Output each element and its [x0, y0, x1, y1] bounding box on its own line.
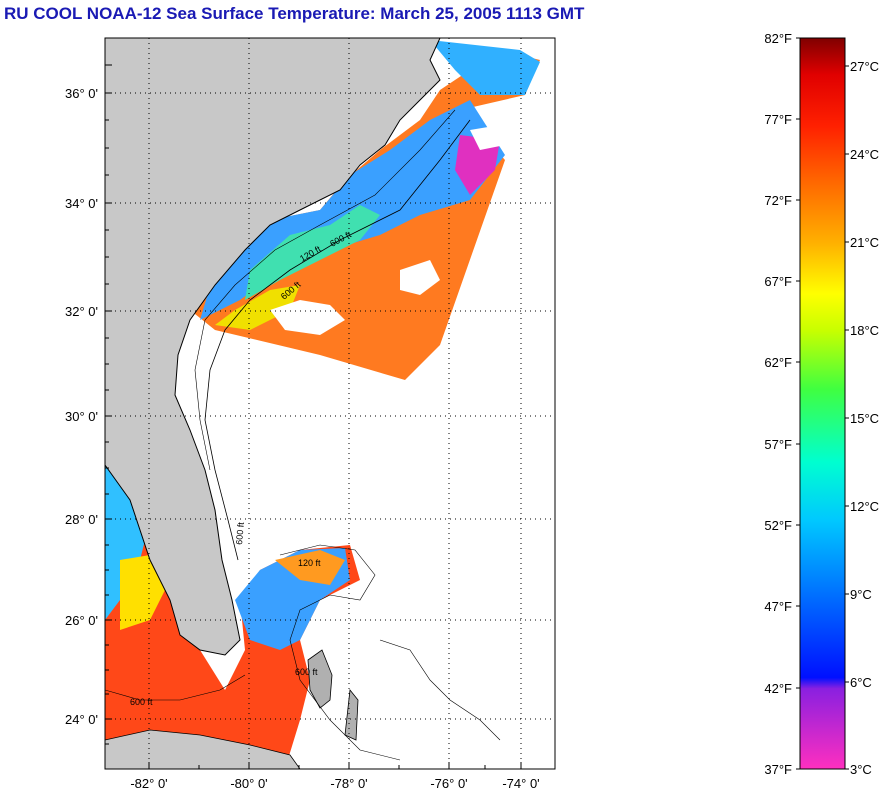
- sst-swath-north-yellow: [215, 285, 300, 330]
- colorbar-f-label: 52°F: [764, 518, 792, 533]
- sst-swath-north-cyan: [245, 205, 380, 300]
- cloud-patch: [400, 260, 440, 295]
- colorbar-ticks: [796, 37, 849, 770]
- graticule: [105, 38, 555, 769]
- contour-bahamas-2: [379, 639, 501, 741]
- colorbar-c-label: 21°C: [850, 235, 879, 250]
- contour-600ft-north: [204, 119, 471, 561]
- contour-keys: [105, 674, 246, 701]
- sst-swath-south-warm: [275, 550, 345, 585]
- colorbar-c-label: 18°C: [850, 323, 879, 338]
- sst-swath-south: [105, 460, 360, 769]
- colorbar-c-label: 27°C: [850, 59, 879, 74]
- colorbar-c-label: 24°C: [850, 147, 879, 162]
- colorbar-f-label: 37°F: [764, 762, 792, 777]
- colorbar-f-label: 57°F: [764, 437, 792, 452]
- land-cuba: [105, 729, 301, 769]
- lat-tick-label: 36° 0': [65, 86, 98, 101]
- lat-tick-label: 28° 0': [65, 512, 98, 527]
- contour-label: 600 ft: [130, 697, 153, 707]
- land-bahamas-andros: [307, 649, 333, 709]
- colorbar-c-label: 15°C: [850, 411, 879, 426]
- colorbar-f-label: 72°F: [764, 193, 792, 208]
- land-southeast-us: [105, 38, 441, 656]
- axis-ticks: [105, 64, 522, 769]
- colorbar-c-label: 6°C: [850, 675, 872, 690]
- lon-tick-label: -82° 0': [130, 776, 167, 791]
- colorbar-c-label: 3°C: [850, 762, 872, 777]
- lat-tick-label: 30° 0': [65, 409, 98, 424]
- lon-tick-label: -78° 0': [330, 776, 367, 791]
- contour-bahamas: [279, 544, 401, 761]
- lat-tick-label: 34° 0': [65, 196, 98, 211]
- land-bahamas-eleuthera: [344, 688, 359, 741]
- colorbar-c-label: 9°C: [850, 587, 872, 602]
- contour-120ft-north: [194, 109, 456, 471]
- colorbar-f-label: 67°F: [764, 274, 792, 289]
- colorbar: [799, 37, 846, 770]
- cloud-patch: [470, 125, 505, 150]
- sst-swath-north-magenta: [455, 135, 500, 195]
- lat-tick-label: 32° 0': [65, 304, 98, 319]
- contour-label: 120 ft: [298, 558, 321, 568]
- lon-tick-label: -74° 0': [502, 776, 539, 791]
- contour-label: 600 ft: [234, 521, 246, 545]
- colorbar-f-label: 77°F: [764, 112, 792, 127]
- map-title: RU COOL NOAA-12 Sea Surface Temperature:…: [4, 4, 585, 23]
- colorbar-c-label: 12°C: [850, 499, 879, 514]
- lon-tick-label: -76° 0': [430, 776, 467, 791]
- map-border: [104, 37, 556, 770]
- contour-label: 600 ft: [295, 667, 318, 677]
- lon-tick-label: -80° 0': [230, 776, 267, 791]
- colorbar-f-label: 47°F: [764, 599, 792, 614]
- sst-swath-north-top: [430, 40, 540, 95]
- lat-tick-label: 24° 0': [65, 712, 98, 727]
- colorbar-f-label: 42°F: [764, 681, 792, 696]
- lat-tick-label: 26° 0': [65, 613, 98, 628]
- cloud-patch: [270, 300, 345, 335]
- colorbar-f-label: 82°F: [764, 31, 792, 46]
- colorbar-f-label: 62°F: [764, 355, 792, 370]
